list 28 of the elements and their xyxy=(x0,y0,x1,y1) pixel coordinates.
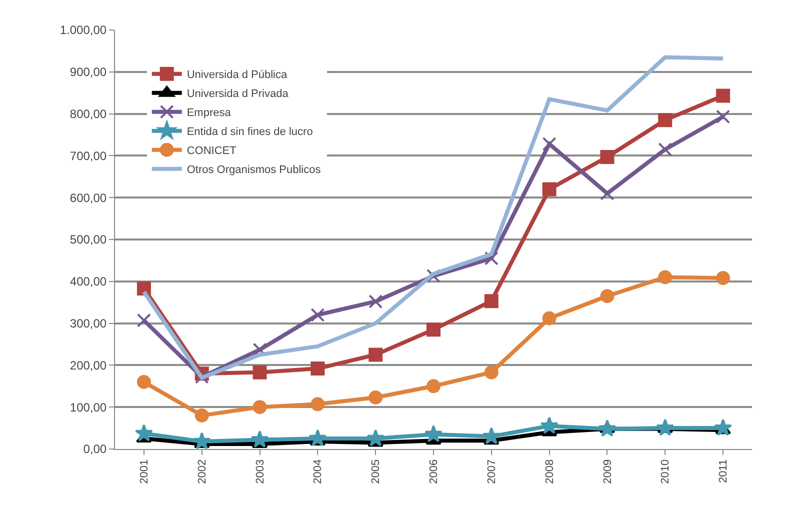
y-tick-label: 1.000,00 xyxy=(60,23,107,38)
x-tick-label: 2003 xyxy=(254,459,266,484)
y-tick-label: 0,00 xyxy=(83,442,107,456)
x-tick-label: 2007 xyxy=(486,459,498,484)
legend-label: Universida d Privada xyxy=(186,88,290,100)
legend-label: Empresa xyxy=(186,107,232,120)
legend-label: CONICET xyxy=(186,145,237,158)
y-tick-label: 800,00 xyxy=(70,107,107,121)
y-tick-label: 500,00 xyxy=(70,232,107,247)
y-tick-label: 600,00 xyxy=(70,190,107,205)
legend-label: Otros Organismos Publicos xyxy=(186,164,322,176)
x-tick-label: 2009 xyxy=(602,459,614,484)
y-tick-label: 100,00 xyxy=(70,400,107,414)
x-tick-label: 2004 xyxy=(312,459,324,484)
legend-label: Entida d sin fines de lucro xyxy=(186,126,313,138)
x-tick-label: 2002 xyxy=(196,459,208,484)
x-tick-label: 2010 xyxy=(660,459,672,484)
legend-label: Universida d Pública xyxy=(186,69,288,82)
x-tick-label: 2001 xyxy=(138,459,151,484)
x-tick-label: 2006 xyxy=(428,459,440,484)
y-tick-label: 400,00 xyxy=(70,274,107,289)
y-tick-label: 700,00 xyxy=(70,148,107,163)
x-tick-label: 2011 xyxy=(718,459,730,484)
x-tick-label: 2008 xyxy=(544,459,556,484)
y-tick-label: 900,00 xyxy=(70,65,107,80)
y-tick-label: 300,00 xyxy=(70,316,107,330)
y-tick-label: 200,00 xyxy=(70,358,107,372)
x-tick-label: 2005 xyxy=(370,459,382,484)
